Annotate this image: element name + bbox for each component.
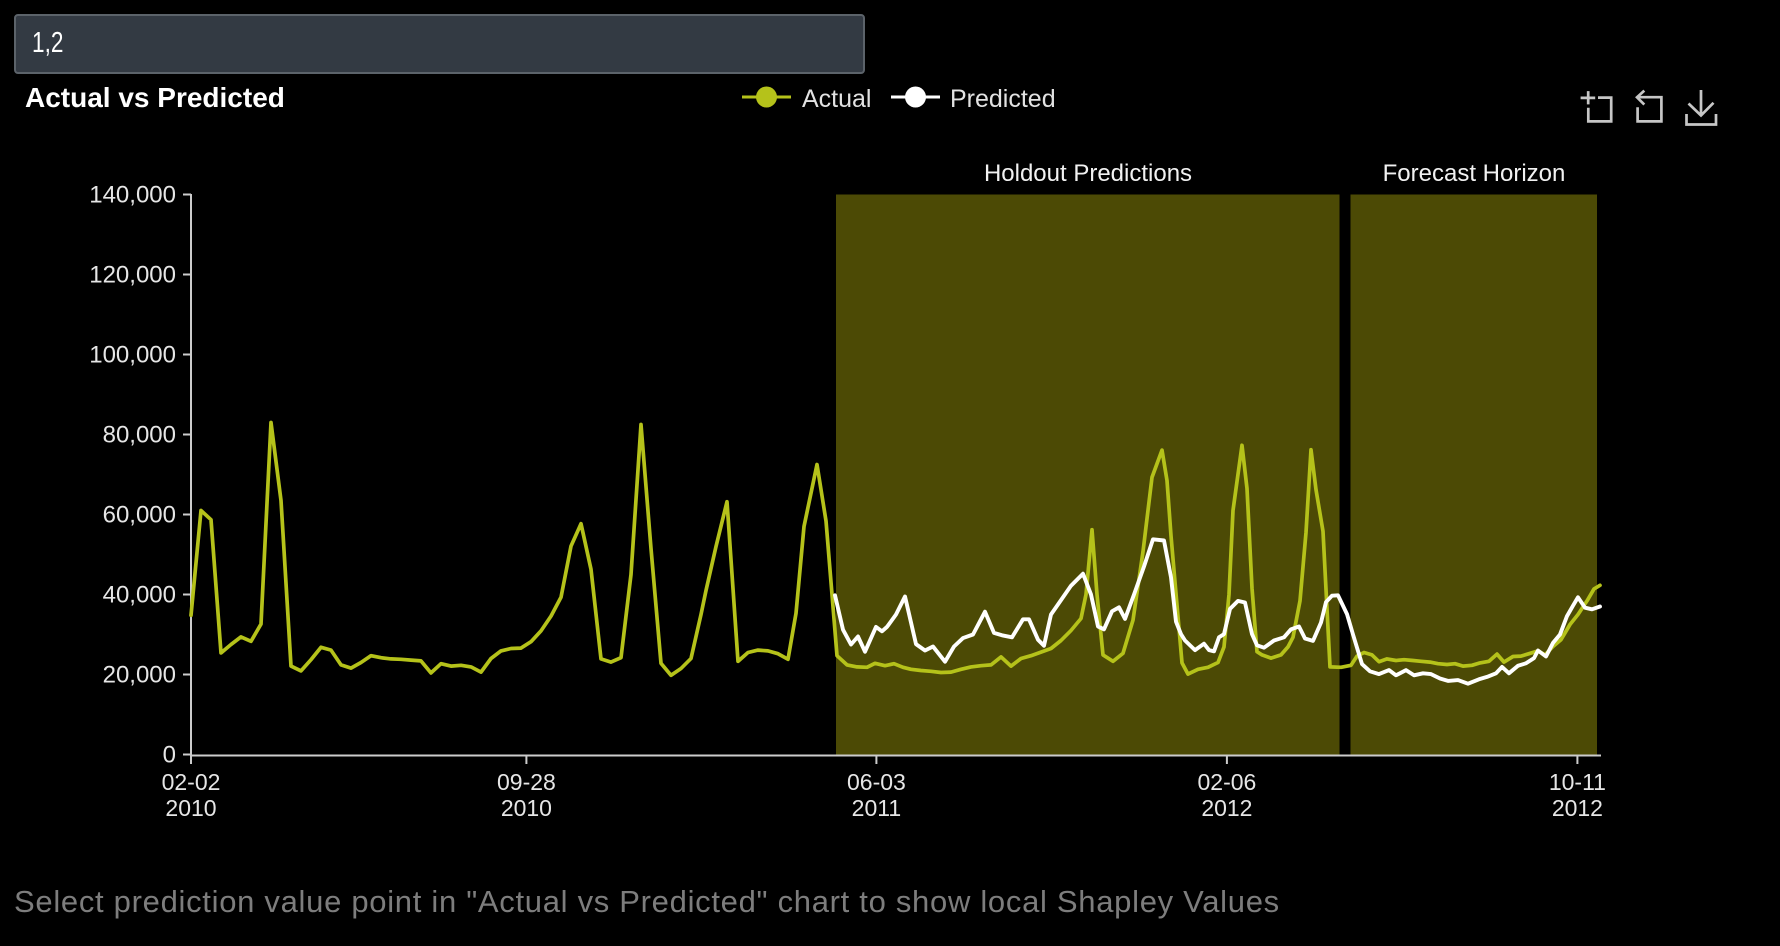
svg-text:2011: 2011 (852, 795, 901, 821)
svg-text:140,000: 140,000 (89, 182, 176, 209)
svg-text:09-28: 09-28 (497, 769, 556, 795)
svg-text:02-02: 02-02 (162, 769, 221, 795)
svg-text:2012: 2012 (1201, 795, 1252, 821)
svg-text:2010: 2010 (165, 795, 216, 821)
svg-text:Forecast Horizon: Forecast Horizon (1383, 160, 1566, 187)
svg-text:10-11: 10-11 (1549, 769, 1606, 795)
svg-text:120,000: 120,000 (89, 262, 176, 289)
svg-text:100,000: 100,000 (89, 342, 176, 369)
svg-text:40,000: 40,000 (103, 582, 176, 609)
svg-text:60,000: 60,000 (103, 502, 176, 529)
svg-text:02-06: 02-06 (1197, 769, 1256, 795)
svg-text:2010: 2010 (501, 795, 552, 821)
svg-text:20,000: 20,000 (103, 662, 176, 689)
svg-text:Holdout Predictions: Holdout Predictions (984, 160, 1192, 187)
svg-text:2012: 2012 (1552, 795, 1603, 821)
svg-text:06-03: 06-03 (847, 769, 906, 795)
svg-text:80,000: 80,000 (103, 422, 176, 449)
svg-text:0: 0 (163, 742, 176, 769)
